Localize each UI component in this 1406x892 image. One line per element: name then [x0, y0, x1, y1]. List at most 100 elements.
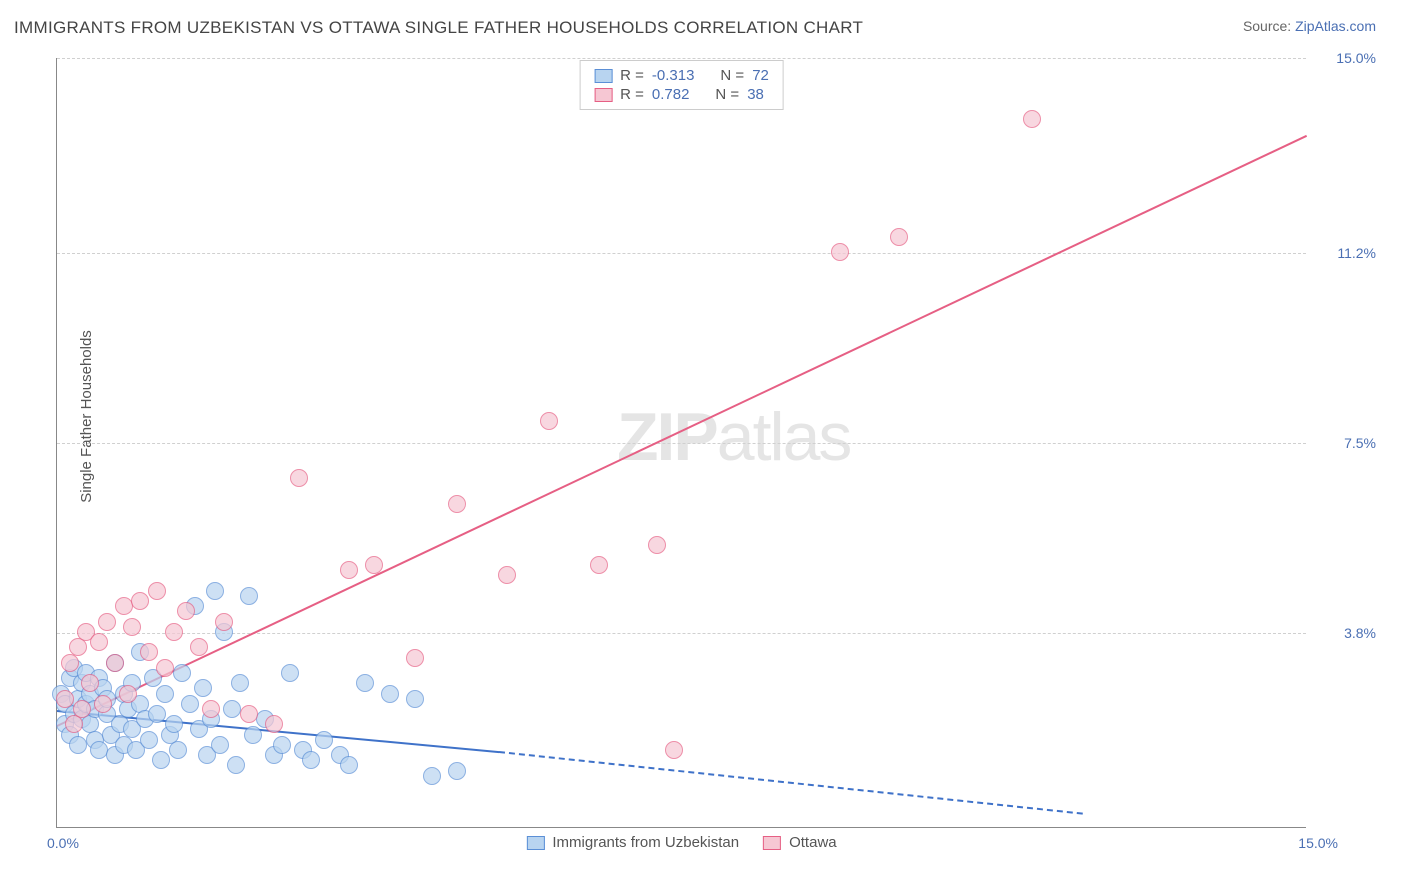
data-point — [123, 618, 141, 636]
data-point — [115, 597, 133, 615]
r-label: R = — [620, 86, 644, 103]
legend-series: Immigrants from Uzbekistan Ottawa — [526, 834, 836, 851]
data-point — [448, 762, 466, 780]
data-point — [156, 685, 174, 703]
legend-label-series2: Ottawa — [789, 834, 837, 851]
chart-container: Single Father Households ZIPatlas R = -0… — [14, 48, 1392, 888]
data-point — [265, 715, 283, 733]
data-point — [240, 587, 258, 605]
data-point — [281, 664, 299, 682]
data-point — [406, 690, 424, 708]
data-point — [148, 582, 166, 600]
data-point — [165, 715, 183, 733]
data-point — [69, 736, 87, 754]
data-point — [194, 679, 212, 697]
data-point — [56, 690, 74, 708]
legend-label-series1: Immigrants from Uzbekistan — [552, 834, 739, 851]
watermark: ZIPatlas — [617, 398, 850, 476]
legend-row-series1: R = -0.313 N = 72 — [594, 67, 769, 84]
data-point — [315, 731, 333, 749]
data-point — [340, 561, 358, 579]
data-point — [61, 654, 79, 672]
data-point — [406, 649, 424, 667]
y-tick-label: 3.8% — [1316, 625, 1376, 641]
data-point — [244, 726, 262, 744]
data-point — [831, 243, 849, 261]
data-point — [340, 756, 358, 774]
data-point — [190, 638, 208, 656]
legend-swatch-series2 — [594, 88, 612, 102]
gridline — [57, 443, 1306, 444]
x-tick-min: 0.0% — [47, 835, 79, 851]
data-point — [81, 674, 99, 692]
plot-area: ZIPatlas R = -0.313 N = 72 R = 0.782 N =… — [56, 58, 1306, 828]
header: IMMIGRANTS FROM UZBEKISTAN VS OTTAWA SIN… — [0, 0, 1406, 46]
data-point — [240, 705, 258, 723]
source-attribution: Source: ZipAtlas.com — [1243, 18, 1376, 34]
data-point — [227, 756, 245, 774]
data-point — [131, 592, 149, 610]
data-point — [290, 469, 308, 487]
legend-row-series2: R = 0.782 N = 38 — [594, 86, 769, 103]
legend-swatch-series2-bottom — [763, 836, 781, 850]
data-point — [498, 566, 516, 584]
data-point — [156, 659, 174, 677]
data-point — [202, 700, 220, 718]
data-point — [152, 751, 170, 769]
source-link[interactable]: ZipAtlas.com — [1295, 18, 1376, 34]
gridline — [57, 633, 1306, 634]
y-tick-label: 15.0% — [1316, 50, 1376, 66]
data-point — [98, 613, 116, 631]
n-value-series2: 38 — [747, 86, 764, 103]
data-point — [65, 715, 83, 733]
trendline — [57, 135, 1308, 727]
data-point — [140, 731, 158, 749]
n-label: N = — [715, 86, 739, 103]
data-point — [448, 495, 466, 513]
data-point — [169, 741, 187, 759]
gridline — [57, 58, 1306, 59]
data-point — [106, 654, 124, 672]
data-point — [356, 674, 374, 692]
data-point — [181, 695, 199, 713]
data-point — [173, 664, 191, 682]
data-point — [140, 643, 158, 661]
data-point — [69, 638, 87, 656]
n-label: N = — [720, 67, 744, 84]
data-point — [540, 412, 558, 430]
y-tick-label: 7.5% — [1316, 435, 1376, 451]
r-label: R = — [620, 67, 644, 84]
r-value-series2: 0.782 — [652, 86, 690, 103]
trendline — [499, 751, 1083, 815]
x-tick-max: 15.0% — [1298, 835, 1338, 851]
legend-item-series2: Ottawa — [763, 834, 837, 851]
data-point — [423, 767, 441, 785]
data-point — [90, 741, 108, 759]
data-point — [148, 705, 166, 723]
data-point — [302, 751, 320, 769]
data-point — [177, 602, 195, 620]
data-point — [211, 736, 229, 754]
data-point — [215, 613, 233, 631]
data-point — [665, 741, 683, 759]
data-point — [206, 582, 224, 600]
data-point — [223, 700, 241, 718]
data-point — [381, 685, 399, 703]
data-point — [1023, 110, 1041, 128]
data-point — [73, 700, 91, 718]
data-point — [90, 633, 108, 651]
data-point — [648, 536, 666, 554]
gridline — [57, 253, 1306, 254]
data-point — [119, 685, 137, 703]
legend-swatch-series1-bottom — [526, 836, 544, 850]
source-prefix: Source: — [1243, 18, 1295, 34]
chart-title: IMMIGRANTS FROM UZBEKISTAN VS OTTAWA SIN… — [14, 18, 863, 38]
data-point — [94, 695, 112, 713]
legend-item-series1: Immigrants from Uzbekistan — [526, 834, 739, 851]
data-point — [273, 736, 291, 754]
y-tick-label: 11.2% — [1316, 245, 1376, 261]
watermark-rest: atlas — [717, 399, 851, 475]
data-point — [365, 556, 383, 574]
data-point — [890, 228, 908, 246]
legend-swatch-series1 — [594, 69, 612, 83]
